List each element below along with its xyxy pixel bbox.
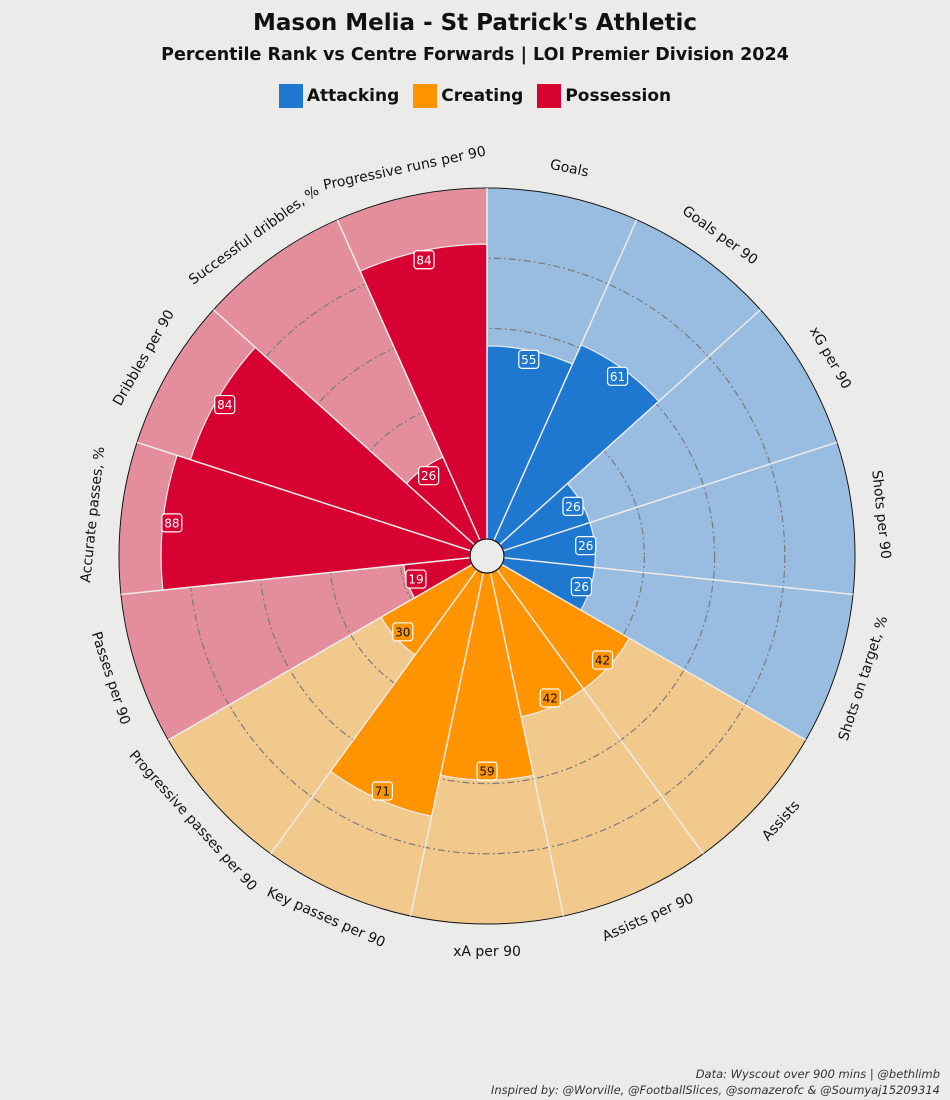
value-label-key-passes-per-90: 71 [371, 781, 393, 801]
value-label-box [418, 466, 440, 486]
slice-divider [336, 219, 481, 541]
param-label-progressive-runs-per-90: Progressive runs per 90 [322, 144, 487, 194]
value-label-accurate-passes: 88 [161, 513, 183, 533]
value-label-xg-per-90: 26 [562, 496, 584, 516]
slice-divider [409, 572, 485, 917]
slice-dividers [120, 188, 854, 917]
gridline-60 [258, 327, 716, 785]
value-label-box [562, 496, 584, 516]
center-circle [469, 538, 505, 574]
value-label-text: 84 [416, 253, 431, 267]
value-label-dribbles-per-90: 84 [214, 394, 236, 415]
param-label-accurate-passes: Accurate passes, % [78, 446, 108, 584]
value-slices [160, 243, 660, 818]
footer-source: Data: Wyscout over 900 mins | @bethlimb [695, 1067, 940, 1081]
value-label-box [476, 761, 498, 781]
value-label-box [539, 688, 561, 708]
value-label-goals-per-90: 61 [606, 366, 629, 386]
param-label-shots-per-90: Shots per 90 [868, 469, 893, 559]
legend-label-attacking: Attacking [306, 86, 400, 106]
value-label-text: 26 [574, 580, 589, 594]
legend-item-possession: Possession [537, 84, 671, 108]
legend-swatch-attacking [278, 84, 303, 108]
value-label-text: 61 [610, 370, 625, 384]
legend-swatch-possession [537, 84, 562, 108]
value-label-box [575, 536, 597, 556]
value-label-box [606, 366, 629, 386]
value-label-box [591, 650, 614, 670]
value-labels: 55 61 26 26 26 42 42 59 71 30 19 88 84 26 84 [161, 250, 629, 801]
value-label-progressive-passes-per-90: 30 [392, 622, 414, 642]
value-label-assists-per-90: 42 [539, 688, 561, 708]
value-label-text: 42 [543, 691, 558, 705]
slice-divider [496, 569, 704, 855]
value-label-box [371, 781, 393, 801]
legend-swatch-creating [413, 84, 438, 108]
value-label-text: 19 [408, 573, 423, 587]
legend: Attacking Creating Possession [0, 84, 950, 108]
param-label-assists: Assists [759, 798, 803, 844]
value-label-goals: 55 [518, 349, 540, 369]
value-label-shots-per-90: 26 [575, 536, 597, 556]
value-label-shots-on-target: 26 [570, 577, 593, 597]
value-label-text: 30 [395, 625, 410, 639]
slice-divider [489, 572, 565, 917]
slice-divider [136, 441, 472, 552]
value-label-passes-per-90: 19 [405, 569, 427, 589]
chart-subtitle: Percentile Rank vs Centre Forwards | LOI… [161, 45, 789, 65]
value-label-box [214, 394, 236, 415]
slice-divider [270, 569, 478, 855]
chart-title: Mason Melia - St Patrick's Athletic [253, 10, 697, 36]
legend-item-attacking: Attacking [278, 84, 400, 108]
value-label-box [518, 349, 540, 369]
legend-label-possession: Possession [565, 86, 672, 106]
value-label-text: 71 [375, 784, 390, 798]
slice-divider [501, 563, 807, 741]
param-label-goals: Goals [549, 157, 591, 181]
value-label-xa-per-90: 59 [476, 761, 498, 781]
value-label-assists: 42 [591, 650, 614, 670]
value-label-box [161, 513, 183, 533]
value-label-text: 26 [578, 539, 593, 553]
value-label-box [570, 577, 593, 597]
param-label-passes-per-90: Passes per 90 [88, 630, 133, 727]
value-label-text: 84 [217, 398, 232, 412]
slice-divider [213, 309, 475, 546]
slice-divider [502, 441, 838, 552]
slice-divider [120, 557, 471, 596]
slice-divider [503, 557, 854, 596]
value-label-successful-dribbles: 26 [418, 466, 440, 486]
legend-label-creating: Creating [441, 86, 524, 106]
slice-divider [493, 219, 638, 541]
value-label-text: 26 [565, 500, 580, 514]
value-label-text: 55 [521, 353, 536, 367]
value-label-text: 42 [595, 653, 610, 667]
value-label-text: 88 [164, 516, 179, 530]
param-label-xa-per-90: xA per 90 [453, 944, 521, 960]
value-label-text: 59 [479, 765, 494, 779]
value-label-progressive-runs-per-90: 84 [413, 250, 435, 270]
param-label-xg-per-90: xG per 90 [806, 324, 854, 392]
slice-divider [167, 563, 473, 741]
value-label-text: 26 [421, 469, 436, 483]
value-label-box [405, 569, 427, 589]
value-label-box [413, 250, 435, 270]
slice-divider [499, 309, 761, 546]
value-label-box [392, 622, 414, 642]
legend-item-creating: Creating [413, 84, 523, 108]
footer-credits: Inspired by: @Worville, @FootballSlices,… [490, 1083, 940, 1097]
